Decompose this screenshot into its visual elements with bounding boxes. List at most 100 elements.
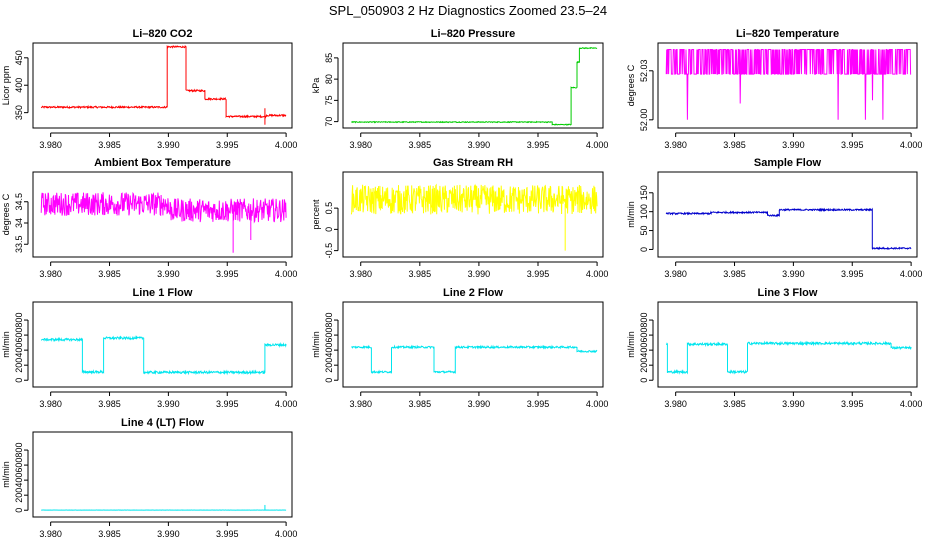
y-tick-label: 34 [14, 218, 24, 228]
x-tick-label: 4.000 [275, 399, 298, 409]
series-line [41, 46, 286, 117]
y-tick-label: 200 [14, 358, 24, 373]
y-axis-label: degrees C [626, 64, 636, 106]
y-axis-label: percent [311, 199, 321, 230]
y-tick-label: 400 [14, 343, 24, 358]
x-tick-label: 3.980 [39, 140, 62, 150]
y-tick-label: 800 [14, 313, 24, 328]
y-tick-label: 800 [639, 313, 649, 328]
x-tick-label: 3.985 [409, 399, 432, 409]
x-tick-label: 3.990 [468, 140, 491, 150]
y-tick-label: 150 [639, 185, 649, 200]
y-tick-label: 350 [14, 105, 24, 120]
series-line [666, 209, 911, 249]
y-tick-label: 0 [639, 378, 649, 383]
x-tick-label: 3.990 [782, 140, 805, 150]
chart-title: Line 4 (LT) Flow [121, 417, 204, 429]
y-axis-label: kPa [311, 78, 321, 94]
x-tick-label: 3.980 [39, 529, 62, 539]
y-tick-label: 0 [639, 247, 649, 252]
series-line [351, 48, 597, 125]
x-tick-label: 3.980 [349, 140, 372, 150]
x-tick-label: 3.990 [157, 140, 180, 150]
series-line [41, 192, 286, 222]
y-tick-label: 85 [324, 53, 334, 63]
x-tick-label: 3.980 [39, 269, 62, 279]
y-axis-label: ml/min [1, 331, 11, 358]
y-axis-label: ml/min [626, 201, 636, 228]
y-tick-label: 200 [639, 358, 649, 373]
y-tick-label: 400 [324, 343, 334, 358]
x-tick-label: 3.985 [98, 269, 121, 279]
x-tick-label: 3.995 [527, 269, 550, 279]
y-tick-label: 52.00 [639, 109, 649, 132]
y-tick-label: 0 [324, 378, 334, 383]
y-tick-label: 400 [14, 78, 24, 93]
chart-title: Line 3 Flow [758, 287, 818, 299]
x-tick-label: 4.000 [586, 399, 609, 409]
chart-title: Li–820 Temperature [736, 28, 839, 40]
plot-frame [33, 432, 292, 517]
y-axis-label: ml/min [311, 331, 321, 358]
plot-frame [343, 172, 603, 257]
y-tick-label: 0 [14, 508, 24, 513]
x-tick-label: 3.995 [527, 140, 550, 150]
x-tick-label: 4.000 [900, 399, 923, 409]
y-tick-label: 34.5 [14, 193, 24, 211]
x-tick-label: 4.000 [900, 269, 923, 279]
plot-frame [343, 302, 603, 387]
x-tick-label: 3.995 [841, 269, 864, 279]
y-axis-label: Licor ppm [1, 66, 11, 106]
y-tick-label: 52.03 [639, 60, 649, 83]
y-tick-label: 800 [14, 443, 24, 458]
y-tick-label: 70 [324, 117, 334, 127]
chart-title: Line 1 Flow [133, 287, 193, 299]
chart-title: Gas Stream RH [433, 157, 513, 169]
x-tick-label: 3.985 [98, 140, 121, 150]
y-tick-label: 200 [324, 358, 334, 373]
y-tick-label: 800 [324, 313, 334, 328]
y-axis-label: ml/min [626, 331, 636, 358]
plot-frame [33, 302, 292, 387]
y-tick-label: 450 [14, 50, 24, 65]
y-axis-label: ml/min [1, 461, 11, 488]
x-tick-label: 4.000 [586, 140, 609, 150]
y-tick-label: 600 [324, 328, 334, 343]
y-tick-label: 33.5 [14, 235, 24, 253]
y-tick-label: 100 [639, 204, 649, 219]
x-tick-label: 3.985 [409, 269, 432, 279]
x-tick-label: 3.990 [782, 399, 805, 409]
series-line [351, 346, 597, 373]
x-tick-label: 3.995 [216, 140, 239, 150]
series-line [41, 337, 286, 373]
y-tick-label: 0 [324, 227, 334, 232]
plot-frame [658, 172, 917, 257]
y-tick-label: 50 [639, 226, 649, 236]
x-tick-label: 4.000 [275, 529, 298, 539]
plot-frame [33, 43, 292, 128]
figure-title: SPL_050903 2 Hz Diagnostics Zoomed 23.5–… [329, 3, 607, 18]
series-line [666, 50, 911, 120]
x-tick-label: 3.995 [216, 269, 239, 279]
y-tick-label: 600 [14, 328, 24, 343]
x-tick-label: 3.995 [841, 399, 864, 409]
y-tick-label: 200 [14, 488, 24, 503]
x-tick-label: 3.990 [157, 529, 180, 539]
plot-frame [343, 43, 603, 128]
y-tick-label: 80 [324, 74, 334, 84]
x-tick-label: 3.980 [664, 269, 687, 279]
chart-title: Sample Flow [754, 157, 822, 169]
x-tick-label: 3.990 [157, 269, 180, 279]
x-tick-label: 3.980 [349, 399, 372, 409]
chart-title: Line 2 Flow [443, 287, 503, 299]
x-tick-label: 3.990 [468, 399, 491, 409]
y-tick-label: 400 [14, 473, 24, 488]
